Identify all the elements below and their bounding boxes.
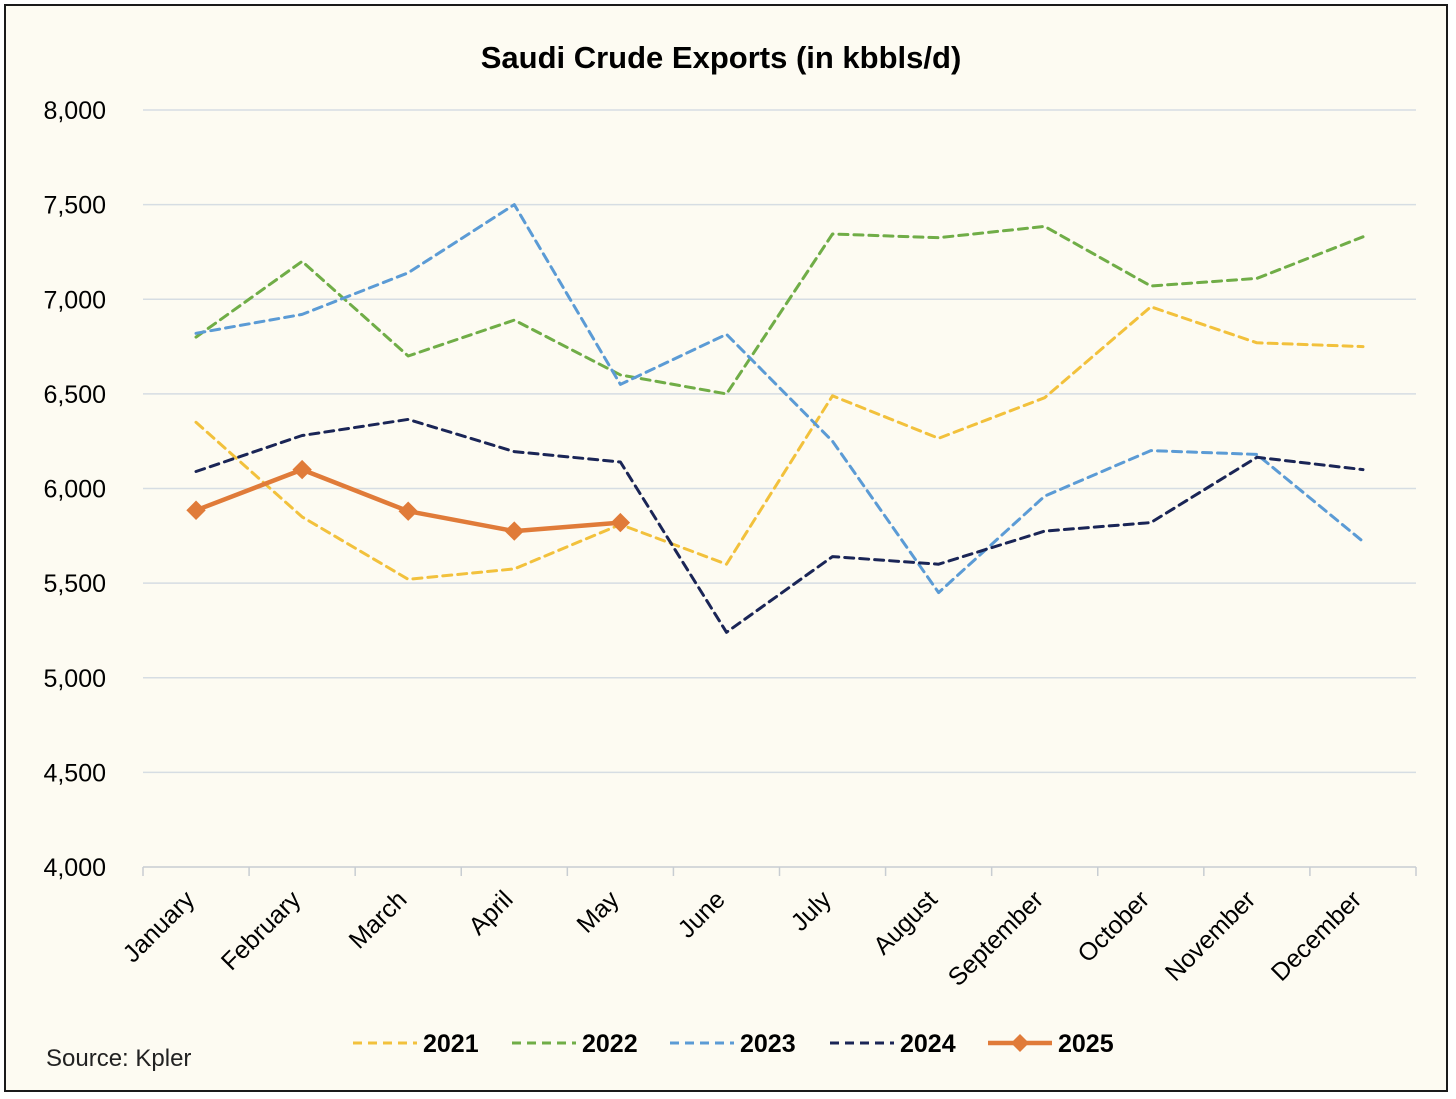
x-tick-label: December [1266,885,1367,986]
series-line-2024 [194,417,1365,634]
y-tick-label: 6,000 [43,476,106,504]
series-line-2022 [194,224,1365,396]
legend-label-2023: 2023 [740,1030,796,1058]
x-tick-label: June [673,885,731,943]
x-tick-label: April [463,885,518,940]
legend: 2021 2022 2023 2024 2025 [353,1030,1114,1058]
x-tick-label: August [868,885,943,960]
legend-label-2024: 2024 [900,1030,956,1058]
y-tick-label: 4,500 [43,759,106,787]
series-line-2023 [194,203,1365,595]
data-point-2025 [186,500,206,520]
x-axis-labels: January February March April May June July Augu… [118,885,1368,992]
y-tick-label: 6,500 [43,381,106,409]
x-tick-label: March [344,885,413,954]
x-tick-label: October [1072,885,1155,968]
x-axis [142,866,1417,876]
x-tick-label: May [571,885,625,939]
source-note: Source: Kpler [46,1045,191,1072]
x-tick-label: November [1160,885,1261,986]
legend-label-2025: 2025 [1058,1030,1114,1058]
data-point-2025 [610,512,631,533]
y-tick-label: 8,000 [43,97,106,125]
data-point-2025 [292,459,312,480]
data-point-2025 [504,521,524,541]
x-tick-label: July [786,885,838,937]
x-tick-label: September [943,885,1049,991]
y-tick-label: 4,000 [43,854,106,882]
y-axis: 4,000 4,500 5,000 5,500 6,000 6,500 7,000 7,500… [43,97,106,882]
legend-label-2022: 2022 [582,1030,638,1058]
y-tick-label: 5,000 [43,665,106,693]
chart-svg: Saudi Crude Exports (in kbbls/d) 4,0004,… [43,40,1417,1072]
x-tick-label: February [216,885,307,976]
y-tick-label: 7,500 [43,192,106,220]
legend-label-2021: 2021 [423,1030,479,1058]
gridlines [143,109,1416,774]
x-tick-label: January [118,885,201,968]
chart-frame: Saudi Crude Exports (in kbbls/d) 4,000 4,… [4,4,1448,1092]
series-line-2021 [194,305,1365,581]
y-tick-label: 5,500 [43,570,106,598]
data-point-2025 [398,501,418,521]
series-lines [186,203,1365,634]
chart-title: Saudi Crude Exports (in kbbls/d) [481,40,962,75]
y-tick-label: 7,000 [43,286,106,314]
legend-marker-2025 [1011,1034,1029,1052]
